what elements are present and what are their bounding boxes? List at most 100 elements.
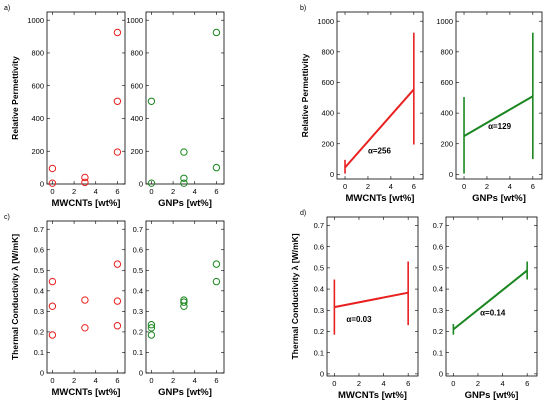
y-tick-label: 200 [321, 139, 334, 148]
data-point [147, 179, 156, 187]
panel-label: d) [300, 210, 306, 217]
y-tick-label: 200 [31, 147, 44, 156]
plot-frame [455, 11, 543, 180]
x-axis-label: MWCNTs [wt%] [52, 198, 121, 209]
data-point [113, 97, 122, 105]
data-point [180, 298, 188, 306]
data-point [81, 173, 89, 182]
x-axis-label: GNPs [wt%] [158, 387, 212, 398]
data-point [147, 321, 156, 329]
y-tick-label: 0.3 [433, 306, 443, 315]
y-tick-label: 1000 [436, 17, 453, 26]
x-axis-label: GNPs [wt%] [158, 198, 212, 209]
y-tick-label: 0.4 [433, 285, 443, 294]
plot-frame [145, 220, 225, 374]
y-tick-label: 0.1 [133, 348, 143, 357]
data-point [147, 324, 156, 332]
fit-line [344, 88, 415, 169]
y-tick-label: 600 [130, 81, 143, 90]
data-point [48, 277, 57, 286]
plot-frame [326, 216, 419, 377]
y-tick-label: 0 [139, 369, 143, 378]
panel-label: c) [4, 214, 10, 221]
y-tick-label: 0 [449, 170, 453, 179]
x-tick-label: 2 [357, 379, 361, 388]
x-tick-label: 4 [389, 182, 393, 191]
chart-b-gnps: 0 200 400 600 800 1000 0 2 4 6 GNPs [wt%] α=129 [436, 11, 543, 204]
y-tick-label: 400 [130, 114, 143, 123]
y-tick-label: 0 [439, 369, 443, 378]
plot-frame [445, 216, 538, 377]
data-point [180, 302, 188, 310]
y-tick-label: 200 [440, 139, 453, 148]
y-tick-label: 0.7 [314, 221, 324, 230]
plot-frame [46, 11, 126, 185]
y-tick-label: 0.4 [34, 286, 44, 295]
data-point [212, 277, 221, 286]
y-tick-label: 0.7 [133, 225, 143, 234]
data-point [212, 163, 221, 172]
y-tick-label: 0 [40, 180, 44, 189]
y-tick-label: 0.6 [34, 245, 44, 254]
panel-label: b) [300, 5, 306, 12]
data-point [180, 148, 188, 156]
y-tick-label: 0.3 [34, 307, 44, 316]
x-axis-label: MWCNTs [wt%] [338, 390, 407, 401]
y-tick-label: 0.5 [34, 266, 44, 275]
x-tick-label: 4 [94, 376, 98, 385]
y-tick-label: 1000 [27, 16, 44, 25]
x-tick-label: 2 [72, 187, 76, 196]
y-tick-label: 0.3 [314, 306, 324, 315]
data-point [113, 260, 122, 268]
y-tick-label: 0.5 [433, 263, 443, 272]
fit-line [452, 269, 528, 331]
x-tick-label: 6 [214, 376, 218, 385]
x-tick-label: 6 [406, 379, 410, 388]
y-tick-label: 0 [40, 369, 44, 378]
y-tick-label: 400 [440, 109, 453, 118]
data-point [113, 148, 122, 156]
y-tick-label: 0.7 [433, 221, 443, 230]
x-axis-label: MWCNTs [wt%] [52, 387, 121, 398]
y-tick-label: 0.2 [133, 328, 143, 337]
y-tick-label: 0.1 [34, 348, 44, 357]
y-tick-label: 0.5 [133, 266, 143, 275]
x-tick-label: 6 [412, 182, 416, 191]
y-axis-label: Relative Permettivity [10, 56, 20, 140]
y-tick-label: 400 [321, 109, 334, 118]
y-tick-label: 0.3 [133, 307, 143, 316]
data-point [147, 331, 156, 339]
y-tick-label: 0.5 [314, 263, 324, 272]
x-tick-label: 6 [531, 182, 535, 191]
alpha-annotation: α=0.14 [480, 309, 506, 318]
alpha-annotation: α=256 [368, 147, 391, 156]
y-tick-label: 0.6 [133, 245, 143, 254]
data-point [180, 179, 188, 187]
alpha-annotation: α=129 [488, 122, 511, 131]
x-axis-label: GNPs [wt%] [472, 193, 526, 204]
chart-c-mwcnts: 0 0.1 0.2 0.3 0.4 0.5 0.6 0.7 0 2 4 6 MWCNTs [wt%] Th… [4, 214, 126, 398]
y-axis-label: Thermal Conductivity λ [W/mK] [10, 234, 20, 360]
plot-frame [336, 11, 424, 180]
data-point [147, 97, 156, 105]
x-tick-label: 2 [171, 187, 175, 196]
data-point [48, 331, 57, 339]
x-tick-label: 4 [193, 187, 197, 196]
chart-d-mwcnts: 0 0.1 0.2 0.3 0.4 0.5 0.6 0.7 0 2 4 6 MWCNTs [wt%] Th… [290, 210, 419, 401]
x-tick-label: 4 [381, 379, 385, 388]
y-tick-label: 0.1 [433, 348, 443, 357]
y-tick-label: 800 [31, 49, 44, 58]
plot-frame [46, 220, 126, 374]
y-tick-label: 600 [440, 78, 453, 87]
data-point [81, 296, 89, 304]
x-tick-label: 4 [500, 379, 504, 388]
x-tick-label: 4 [94, 187, 98, 196]
panel-label: a) [4, 5, 10, 12]
y-tick-label: 0.2 [433, 327, 443, 336]
x-tick-label: 2 [72, 376, 76, 385]
x-tick-label: 4 [508, 182, 512, 191]
x-axis-label: GNPs [wt%] [465, 390, 519, 401]
